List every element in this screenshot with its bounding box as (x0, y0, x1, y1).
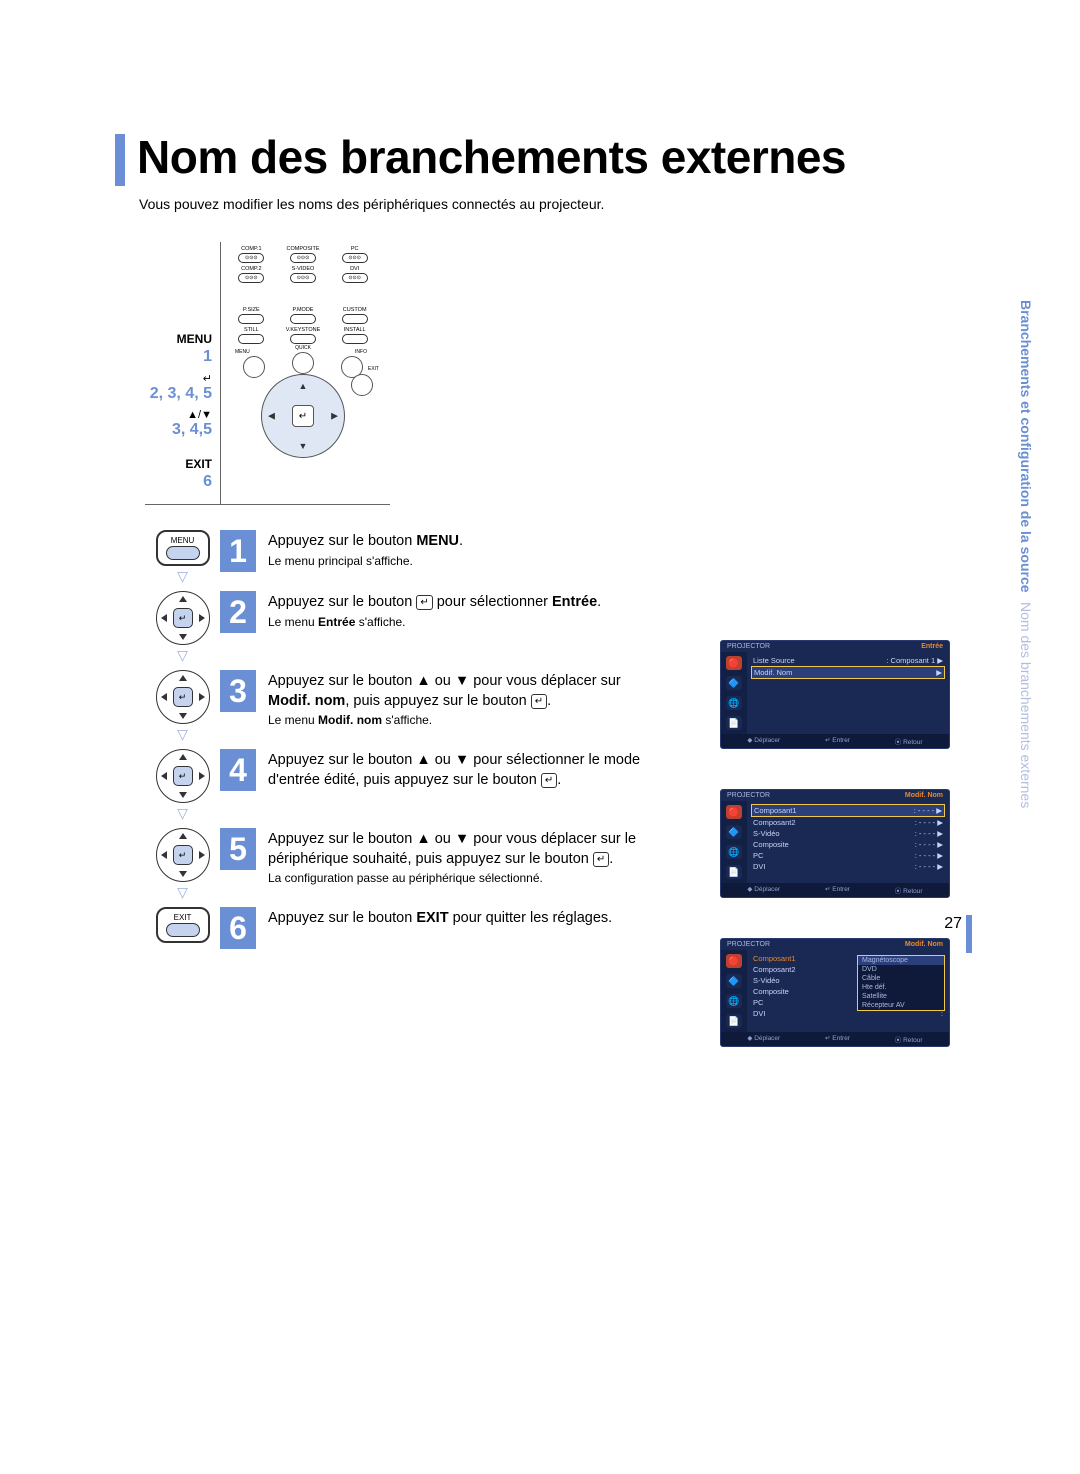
osd-panel: PROJECTORModif. Nom 🔴🔷🌐📄 Composant1:Comp… (720, 938, 950, 1047)
callout-menu-label: MENU (145, 332, 212, 346)
remote-btn: STILL (227, 327, 276, 344)
step-number: 6 (220, 907, 256, 949)
callout-enter-icon: ↵ (145, 372, 212, 385)
side-tab-text: Branchements et configuration de la sour… (1018, 300, 1034, 809)
menu-button-icon: MENU (156, 530, 210, 566)
osd-panel: PROJECTORModif. Nom 🔴🔷🌐📄 Composant1: - -… (720, 789, 950, 898)
flow-arrow-icon: ▽ (177, 726, 188, 743)
callout-enter-nums: 2, 3, 4, 5 (145, 385, 212, 403)
step-text: Appuyez sur le bouton ▲ ou ▼ pour vous d… (268, 828, 648, 885)
dpad-icon: ↵ (156, 828, 210, 882)
callout-exit-num: 6 (145, 473, 212, 491)
remote-btn: COMP.1⊙⊙⊙ (227, 246, 276, 263)
remote-btn: P.MODE (279, 307, 328, 324)
step-number: 1 (220, 530, 256, 572)
remote-btn: PC⊙⊙⊙ (330, 246, 379, 263)
remote-nav-wheel: MENU QUICK INFO EXIT ↵ ▲ ▼ ◀ ▶ (227, 356, 379, 466)
step-number: 2 (220, 591, 256, 633)
dpad-icon: ↵ (156, 749, 210, 803)
step-text: Appuyez sur le bouton MENU.Le menu princ… (268, 530, 648, 568)
step-text: Appuyez sur le bouton EXIT pour quitter … (268, 907, 648, 929)
step-row: MENU ▽ 1 Appuyez sur le bouton MENU.Le menu… (145, 530, 1000, 587)
remote-btn: DVI⊙⊙⊙ (330, 266, 379, 283)
exit-button-icon: EXIT (156, 907, 210, 943)
side-section-name: Branchements et configuration de la sour… (1018, 300, 1034, 593)
manual-page: Nom des branchements externes Vous pouve… (0, 0, 1080, 1013)
remote-btn: P.SIZE (227, 307, 276, 324)
flow-arrow-icon: ▽ (177, 884, 188, 901)
step-number: 4 (220, 749, 256, 791)
callout-exit-label: EXIT (145, 457, 212, 471)
page-number-accent (966, 915, 972, 953)
osd-panel: PROJECTOREntrée 🔴🔷🌐📄 Liste Source: Compo… (720, 640, 950, 749)
remote-btn: CUSTOM (330, 307, 379, 324)
quick-button (292, 352, 314, 374)
callout-arrow-sym: ▲/▼ (145, 409, 212, 421)
remote-callout-labels: MENU 1 ↵ 2, 3, 4, 5 ▲/▼ 3, 4,5 EXIT 6 (145, 242, 220, 504)
page-number: 27 (944, 915, 962, 933)
remote-btn: COMPOSITE⊙⊙⊙ (279, 246, 328, 263)
flow-arrow-icon: ▽ (177, 568, 188, 585)
flow-arrow-icon: ▽ (177, 805, 188, 822)
remote-btn: S-VIDEO⊙⊙⊙ (279, 266, 328, 283)
flow-arrow-icon: ▽ (177, 647, 188, 664)
step-text: Appuyez sur le bouton ↵ pour sélectionne… (268, 591, 648, 629)
title-bar: Nom des branchements externes (115, 130, 1000, 186)
page-title: Nom des branchements externes (137, 130, 846, 184)
menu-corner-button (243, 356, 265, 378)
remote-control-illustration: COMP.1⊙⊙⊙COMPOSITE⊙⊙⊙PC⊙⊙⊙ COMP.2⊙⊙⊙S-VID… (220, 242, 385, 504)
remote-btn: INSTALL (330, 327, 379, 344)
osd-screenshots-column: PROJECTOREntrée 🔴🔷🌐📄 Liste Source: Compo… (720, 640, 950, 1087)
remote-btn: COMP.2⊙⊙⊙ (227, 266, 276, 283)
remote-diagram: MENU 1 ↵ 2, 3, 4, 5 ▲/▼ 3, 4,5 EXIT 6 CO… (145, 242, 390, 505)
exit-corner-button (351, 374, 373, 396)
remote-btn: V.KEYSTONE (279, 327, 328, 344)
side-page-name: Nom des branchements externes (1018, 602, 1034, 808)
step-text: Appuyez sur le bouton ▲ ou ▼ pour vous d… (268, 670, 648, 727)
page-subtitle: Vous pouvez modifier les noms des périph… (139, 196, 1000, 212)
step-number: 3 (220, 670, 256, 712)
dpad-icon: ↵ (156, 670, 210, 724)
title-accent-bar (115, 134, 125, 186)
callout-menu-num: 1 (145, 348, 212, 366)
dpad-icon: ↵ (156, 591, 210, 645)
callout-arrow-nums: 3, 4,5 (145, 421, 212, 439)
step-text: Appuyez sur le bouton ▲ ou ▼ pour sélect… (268, 749, 648, 790)
step-number: 5 (220, 828, 256, 870)
